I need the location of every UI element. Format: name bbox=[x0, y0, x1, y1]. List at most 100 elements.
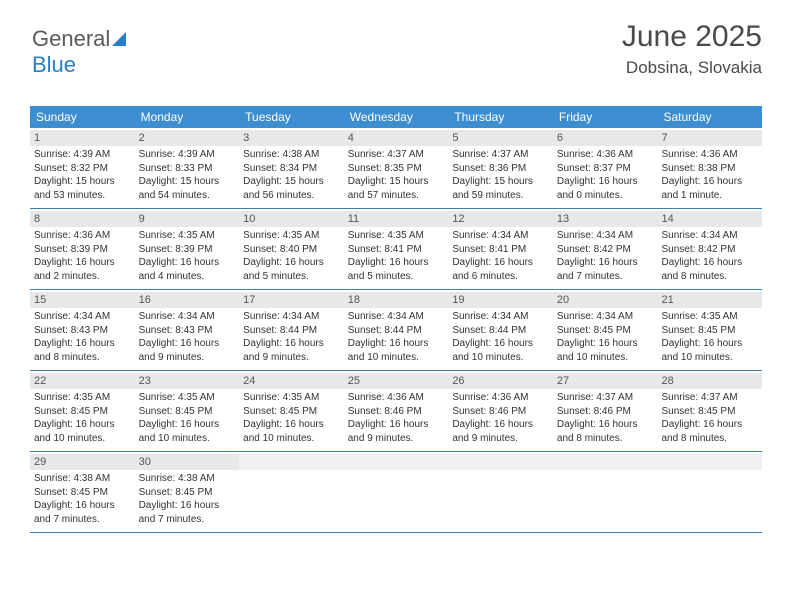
day-cell: 2Sunrise: 4:39 AMSunset: 8:33 PMDaylight… bbox=[135, 128, 240, 208]
day-number: 10 bbox=[239, 211, 344, 227]
day-number: 24 bbox=[239, 373, 344, 389]
day-number: 16 bbox=[135, 292, 240, 308]
day-cell: 22 Sunrise: 4:35 AMSunset: 8:45 PMDayligh… bbox=[30, 371, 135, 451]
day-cell: 17 Sunrise: 4:34 AMSunset: 8:44 PMDayligh… bbox=[239, 290, 344, 370]
day-number: 4 bbox=[344, 130, 449, 146]
day-number: 22 bbox=[30, 373, 135, 389]
day-cell bbox=[657, 452, 762, 532]
title-month: June 2025 bbox=[622, 20, 762, 54]
day-cell bbox=[239, 452, 344, 532]
day-cell: 28 Sunrise: 4:37 AMSunset: 8:45 PMDayligh… bbox=[657, 371, 762, 451]
week-row: 15 Sunrise: 4:34 AMSunset: 8:43 PMDayligh… bbox=[30, 290, 762, 371]
day-number bbox=[344, 454, 449, 470]
day-info: Sunrise: 4:38 AMSunset: 8:34 PMDaylight:… bbox=[243, 148, 340, 202]
weekday-tuesday: Tuesday bbox=[239, 106, 344, 128]
day-cell: 8 Sunrise: 4:36 AMSunset: 8:39 PMDaylight… bbox=[30, 209, 135, 289]
day-cell: 10 Sunrise: 4:35 AMSunset: 8:40 PMDayligh… bbox=[239, 209, 344, 289]
day-number: 11 bbox=[344, 211, 449, 227]
day-cell: 20 Sunrise: 4:34 AMSunset: 8:45 PMDayligh… bbox=[553, 290, 658, 370]
page-title: June 2025 Dobsina, Slovakia bbox=[622, 20, 762, 78]
day-number: 2 bbox=[135, 130, 240, 146]
day-number: 25 bbox=[344, 373, 449, 389]
day-number: 7 bbox=[657, 130, 762, 146]
day-number: 18 bbox=[344, 292, 449, 308]
week-row: 8 Sunrise: 4:36 AMSunset: 8:39 PMDaylight… bbox=[30, 209, 762, 290]
day-info: Sunrise: 4:37 AMSunset: 8:36 PMDaylight:… bbox=[452, 148, 549, 202]
day-cell: 13 Sunrise: 4:34 AMSunset: 8:42 PMDayligh… bbox=[553, 209, 658, 289]
day-info: Sunrise: 4:34 AMSunset: 8:41 PMDaylight:… bbox=[452, 229, 549, 283]
day-info: Sunrise: 4:35 AMSunset: 8:41 PMDaylight:… bbox=[348, 229, 445, 283]
day-number: 13 bbox=[553, 211, 658, 227]
day-number bbox=[657, 454, 762, 470]
day-info: Sunrise: 4:37 AMSunset: 8:45 PMDaylight:… bbox=[661, 391, 758, 445]
logo-part1: General bbox=[32, 26, 110, 51]
day-cell: 15 Sunrise: 4:34 AMSunset: 8:43 PMDayligh… bbox=[30, 290, 135, 370]
day-number: 20 bbox=[553, 292, 658, 308]
day-number bbox=[448, 454, 553, 470]
weekday-thursday: Thursday bbox=[448, 106, 553, 128]
day-cell: 12 Sunrise: 4:34 AMSunset: 8:41 PMDayligh… bbox=[448, 209, 553, 289]
day-info: Sunrise: 4:35 AMSunset: 8:39 PMDaylight:… bbox=[139, 229, 236, 283]
day-number: 15 bbox=[30, 292, 135, 308]
day-cell: 16Sunrise: 4:34 AMSunset: 8:43 PMDayligh… bbox=[135, 290, 240, 370]
day-info: Sunrise: 4:39 AMSunset: 8:32 PMDaylight:… bbox=[34, 148, 131, 202]
day-cell: 7 Sunrise: 4:36 AMSunset: 8:38 PMDaylight… bbox=[657, 128, 762, 208]
day-number: 21 bbox=[657, 292, 762, 308]
day-cell: 23 Sunrise: 4:35 AMSunset: 8:45 PMDayligh… bbox=[135, 371, 240, 451]
day-cell: 27Sunrise: 4:37 AMSunset: 8:46 PMDayligh… bbox=[553, 371, 658, 451]
day-info: Sunrise: 4:36 AMSunset: 8:37 PMDaylight:… bbox=[557, 148, 654, 202]
weekday-saturday: Saturday bbox=[657, 106, 762, 128]
day-cell: 18 Sunrise: 4:34 AMSunset: 8:44 PMDayligh… bbox=[344, 290, 449, 370]
day-info: Sunrise: 4:34 AMSunset: 8:45 PMDaylight:… bbox=[557, 310, 654, 364]
day-cell: 1 Sunrise: 4:39 AMSunset: 8:32 PMDaylight… bbox=[30, 128, 135, 208]
day-number: 23 bbox=[135, 373, 240, 389]
day-info: Sunrise: 4:36 AMSunset: 8:38 PMDaylight:… bbox=[661, 148, 758, 202]
day-info: Sunrise: 4:34 AMSunset: 8:44 PMDaylight:… bbox=[452, 310, 549, 364]
day-cell bbox=[344, 452, 449, 532]
day-cell: 9 Sunrise: 4:35 AMSunset: 8:39 PMDaylight… bbox=[135, 209, 240, 289]
day-cell: 24 Sunrise: 4:35 AMSunset: 8:45 PMDayligh… bbox=[239, 371, 344, 451]
day-info: Sunrise: 4:36 AMSunset: 8:39 PMDaylight:… bbox=[34, 229, 131, 283]
logo-triangle-icon bbox=[112, 32, 126, 46]
day-cell: 30Sunrise: 4:38 AMSunset: 8:45 PMDayligh… bbox=[135, 452, 240, 532]
day-cell bbox=[553, 452, 658, 532]
day-number: 28 bbox=[657, 373, 762, 389]
day-cell: 6Sunrise: 4:36 AMSunset: 8:37 PMDaylight… bbox=[553, 128, 658, 208]
day-cell: 19 Sunrise: 4:34 AMSunset: 8:44 PMDayligh… bbox=[448, 290, 553, 370]
calendar: SundayMondayTuesdayWednesdayThursdayFrid… bbox=[30, 106, 762, 533]
day-info: Sunrise: 4:35 AMSunset: 8:45 PMDaylight:… bbox=[34, 391, 131, 445]
day-number: 12 bbox=[448, 211, 553, 227]
day-number: 1 bbox=[30, 130, 135, 146]
day-info: Sunrise: 4:36 AMSunset: 8:46 PMDaylight:… bbox=[348, 391, 445, 445]
day-number: 27 bbox=[553, 373, 658, 389]
day-info: Sunrise: 4:35 AMSunset: 8:45 PMDaylight:… bbox=[139, 391, 236, 445]
day-cell: 5 Sunrise: 4:37 AMSunset: 8:36 PMDaylight… bbox=[448, 128, 553, 208]
day-info: Sunrise: 4:35 AMSunset: 8:45 PMDaylight:… bbox=[243, 391, 340, 445]
week-row: 29Sunrise: 4:38 AMSunset: 8:45 PMDayligh… bbox=[30, 452, 762, 533]
day-number bbox=[239, 454, 344, 470]
day-info: Sunrise: 4:34 AMSunset: 8:44 PMDaylight:… bbox=[243, 310, 340, 364]
day-info: Sunrise: 4:34 AMSunset: 8:43 PMDaylight:… bbox=[34, 310, 131, 364]
day-info: Sunrise: 4:34 AMSunset: 8:42 PMDaylight:… bbox=[661, 229, 758, 283]
day-info: Sunrise: 4:37 AMSunset: 8:35 PMDaylight:… bbox=[348, 148, 445, 202]
day-number: 9 bbox=[135, 211, 240, 227]
day-info: Sunrise: 4:34 AMSunset: 8:42 PMDaylight:… bbox=[557, 229, 654, 283]
day-number: 14 bbox=[657, 211, 762, 227]
day-info: Sunrise: 4:35 AMSunset: 8:40 PMDaylight:… bbox=[243, 229, 340, 283]
title-location: Dobsina, Slovakia bbox=[622, 58, 762, 78]
day-number: 17 bbox=[239, 292, 344, 308]
day-number: 8 bbox=[30, 211, 135, 227]
week-row: 22Sunrise: 4:35 AMSunset: 8:45 PMDayligh… bbox=[30, 371, 762, 452]
day-number: 5 bbox=[448, 130, 553, 146]
day-cell: 14 Sunrise: 4:34 AMSunset: 8:42 PMDayligh… bbox=[657, 209, 762, 289]
day-cell: 21Sunrise: 4:35 AMSunset: 8:45 PMDayligh… bbox=[657, 290, 762, 370]
day-info: Sunrise: 4:34 AMSunset: 8:44 PMDaylight:… bbox=[348, 310, 445, 364]
weekday-header: SundayMondayTuesdayWednesdayThursdayFrid… bbox=[30, 106, 762, 128]
day-number: 26 bbox=[448, 373, 553, 389]
day-number bbox=[553, 454, 658, 470]
weekday-friday: Friday bbox=[553, 106, 658, 128]
day-cell: 11 Sunrise: 4:35 AMSunset: 8:41 PMDayligh… bbox=[344, 209, 449, 289]
day-cell: 3Sunrise: 4:38 AMSunset: 8:34 PMDaylight… bbox=[239, 128, 344, 208]
day-number: 19 bbox=[448, 292, 553, 308]
day-cell: 4 Sunrise: 4:37 AMSunset: 8:35 PMDaylight… bbox=[344, 128, 449, 208]
